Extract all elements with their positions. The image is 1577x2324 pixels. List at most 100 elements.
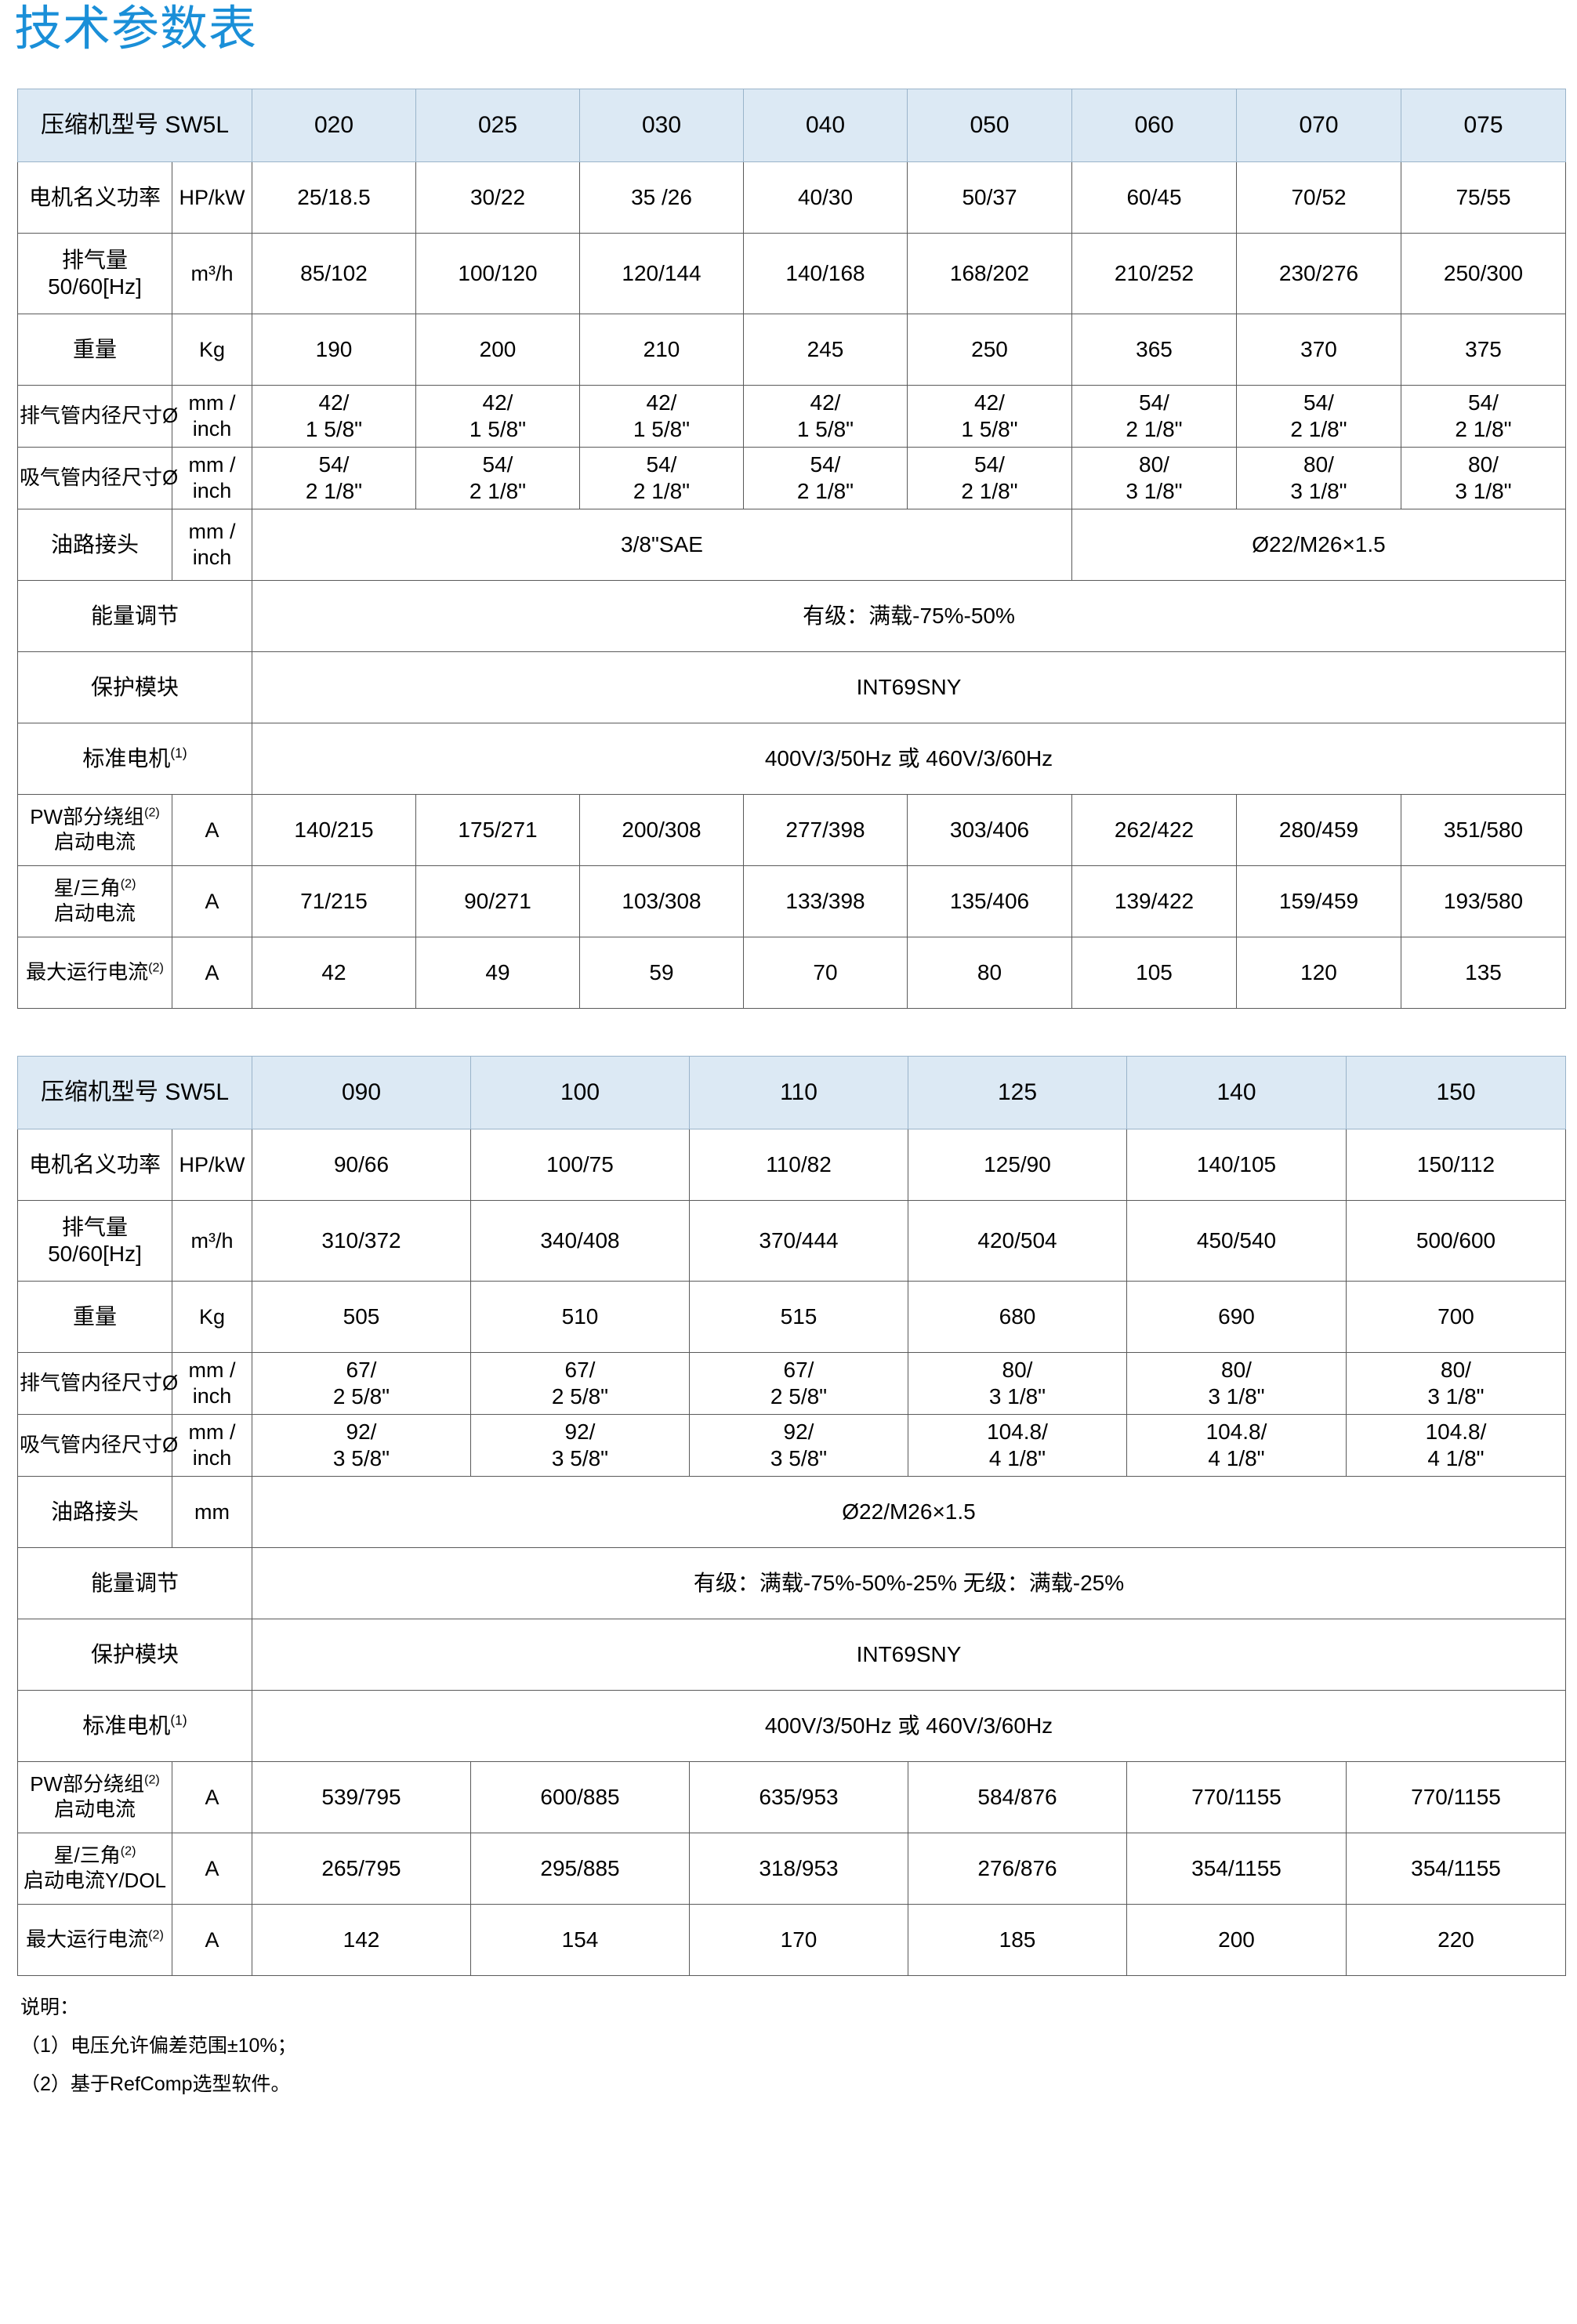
cell-value-bottom: 2 1/8" (633, 479, 691, 503)
cell-value: 59 (579, 937, 744, 1009)
cell-value-top: 67/ (346, 1357, 377, 1382)
cell-value: 75/55 (1401, 161, 1566, 234)
cell-value: 100/120 (415, 233, 580, 314)
cell-value-top: 42/ (810, 390, 841, 415)
cell-value-top: 54/ (1303, 390, 1334, 415)
row-label-line2: 启动电流 (53, 1797, 136, 1821)
cell-value-bottom: 2 1/8" (1455, 417, 1512, 441)
cell-value: 35 /26 (579, 161, 744, 234)
row-unit-line2: inch (192, 1446, 232, 1470)
footnote-item: （1）电压允许偏差范围±10%； (20, 2035, 297, 2057)
row-label: 标准电机(1) (17, 723, 252, 795)
cell-value: 85/102 (252, 233, 416, 314)
row-label: PW部分绕组(2) 启动电流 (17, 794, 172, 866)
cell-value-merged: Ø22/M26×1.5 (252, 1476, 1566, 1548)
cell-value-merged: 有级：满载-75%-50% (252, 580, 1566, 652)
cell-value: 354/1155 (1346, 1833, 1566, 1905)
row-label: 油路接头 (17, 509, 172, 581)
cell-value-top: 54/ (1139, 390, 1169, 415)
row-label-line1: PW部分绕组(2) (20, 805, 170, 830)
cell-value: 54/ 2 1/8" (579, 447, 744, 509)
cell-value-top: 104.8/ (1205, 1419, 1267, 1444)
cell-value: 700 (1346, 1281, 1566, 1353)
row-unit-line2: inch (192, 479, 232, 502)
cell-value: 60/45 (1071, 161, 1237, 234)
cell-value: 140/168 (743, 233, 908, 314)
row-label: 电机名义功率 (17, 161, 172, 234)
cell-value-top: 92/ (783, 1419, 814, 1444)
row-label-text: PW部分绕组 (30, 1772, 145, 1796)
cell-value: 370/444 (689, 1200, 908, 1282)
cell-value: 277/398 (743, 794, 908, 866)
row-label: 标准电机(1) (17, 1690, 252, 1762)
row-unit: mm (172, 1476, 252, 1548)
cell-value-bottom: 4 1/8" (988, 1446, 1046, 1470)
cell-value: 245 (743, 314, 908, 386)
row-label-line2: 50/60[Hz] (48, 1242, 142, 1266)
model-column-header: 075 (1401, 89, 1566, 162)
table-separator (11, 1009, 1560, 1056)
table-row-protection-module: 保护模块 INT69SNY (17, 1619, 1566, 1691)
table-row-capacity-control: 能量调节 有级：满载-75%-50% (17, 580, 1566, 652)
cell-value: 680 (908, 1281, 1127, 1353)
cell-value: 135 (1401, 937, 1566, 1009)
cell-value: 375 (1401, 314, 1566, 386)
row-label-line1: PW部分绕组(2) (20, 1772, 170, 1797)
table-row-discharge-pipe: 排气管内径尺寸Ø mm / inch 42/ 1 5/8" 42/ 1 5/8"… (17, 385, 1566, 448)
footnote-marker: (2) (144, 805, 160, 820)
footnote-item: （2）基于RefComp选型软件。 (20, 2073, 291, 2095)
footnote-marker: (1) (170, 745, 187, 761)
row-label: 保护模块 (17, 651, 252, 723)
cell-value: 42/ 1 5/8" (252, 385, 416, 448)
row-unit: mm / inch (172, 1352, 252, 1415)
table-row-star-delta-start-current: 星/三角(2) 启动电流Y/DOL A 265/795 295/885 318/… (17, 1833, 1566, 1905)
footnote-marker: (2) (120, 876, 136, 891)
cell-value-bottom: 3 5/8" (770, 1446, 828, 1470)
table-row-standard-motor: 标准电机(1) 400V/3/50Hz 或 460V/3/60Hz (17, 1690, 1566, 1762)
cell-value: 262/422 (1071, 794, 1237, 866)
cell-value: 120/144 (579, 233, 744, 314)
cell-value-merged: 400V/3/50Hz 或 460V/3/60Hz (252, 723, 1566, 795)
cell-value: 295/885 (470, 1833, 690, 1905)
model-column-header: 090 (252, 1056, 471, 1129)
model-column-header: 140 (1126, 1056, 1347, 1129)
model-column-header: 060 (1071, 89, 1237, 162)
spec-sheet-page: 技术参数表 压缩机型号 SW5L 020 025 030 040 050 060… (11, 2, 1566, 2095)
row-unit: A (172, 1833, 252, 1905)
table-row-displacement: 排气量 50/60[Hz] m³/h 85/102 100/120 120/14… (17, 233, 1566, 314)
cell-value: 80 (907, 937, 1072, 1009)
cell-value: 139/422 (1071, 865, 1237, 937)
cell-value: 54/ 2 1/8" (1071, 385, 1237, 448)
cell-value-bottom: 1 5/8" (305, 417, 363, 441)
cell-value: 265/795 (252, 1833, 471, 1905)
cell-value: 125/90 (908, 1129, 1127, 1201)
cell-value: 110/82 (689, 1129, 908, 1201)
cell-value: 80/ 3 1/8" (1401, 447, 1566, 509)
table-row-capacity-control: 能量调节 有级：满载-75%-50%-25% 无级：满载-25% (17, 1547, 1566, 1619)
row-label: PW部分绕组(2) 启动电流 (17, 1761, 172, 1833)
row-unit: mm / inch (172, 509, 252, 581)
cell-value: 103/308 (579, 865, 744, 937)
row-unit: HP/kW (172, 1129, 252, 1201)
cell-value: 54/ 2 1/8" (743, 447, 908, 509)
cell-value: 105 (1071, 937, 1237, 1009)
cell-value-top: 54/ (1468, 390, 1499, 415)
cell-value: 584/876 (908, 1761, 1127, 1833)
cell-value: 159/459 (1236, 865, 1401, 937)
cell-value: 40/30 (743, 161, 908, 234)
cell-value-bottom: 4 1/8" (1208, 1446, 1265, 1470)
cell-value: 310/372 (252, 1200, 471, 1282)
cell-value: 351/580 (1401, 794, 1566, 866)
cell-value-bottom: 3 1/8" (1290, 479, 1347, 503)
table-1-header-row: 压缩机型号 SW5L 020 025 030 040 050 060 070 0… (17, 89, 1566, 162)
cell-value: 42/ 1 5/8" (415, 385, 580, 448)
row-label: 油路接头 (17, 1476, 172, 1548)
cell-value: 175/271 (415, 794, 580, 866)
row-unit: Kg (172, 314, 252, 386)
row-label: 排气管内径尺寸Ø (17, 385, 178, 448)
row-label: 星/三角(2) 启动电流Y/DOL (17, 1833, 172, 1905)
page-title: 技术参数表 (14, 2, 258, 55)
model-column-header: 125 (908, 1056, 1127, 1129)
cell-value-bottom: 2 1/8" (305, 479, 363, 503)
table-2-header-row: 压缩机型号 SW5L 090 100 110 125 140 150 (17, 1056, 1566, 1129)
